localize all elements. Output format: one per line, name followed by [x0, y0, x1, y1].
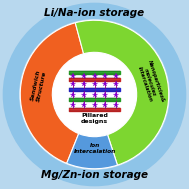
Text: Ion
Intercalation: Ion Intercalation — [73, 143, 116, 154]
Text: Sandwich
Structure: Sandwich Structure — [30, 69, 48, 103]
Wedge shape — [20, 23, 84, 163]
Text: Mg/Zn-ion storage: Mg/Zn-ion storage — [41, 170, 148, 180]
Circle shape — [3, 3, 186, 186]
Text: Nanoparticles&
molecules
Intercalation: Nanoparticles& molecules Intercalation — [135, 59, 165, 106]
Wedge shape — [75, 20, 169, 165]
Circle shape — [20, 20, 169, 169]
Wedge shape — [67, 134, 117, 169]
Text: Li/Na-ion storage: Li/Na-ion storage — [44, 9, 145, 19]
Circle shape — [53, 53, 136, 136]
Text: Pillared
designs: Pillared designs — [81, 112, 108, 124]
